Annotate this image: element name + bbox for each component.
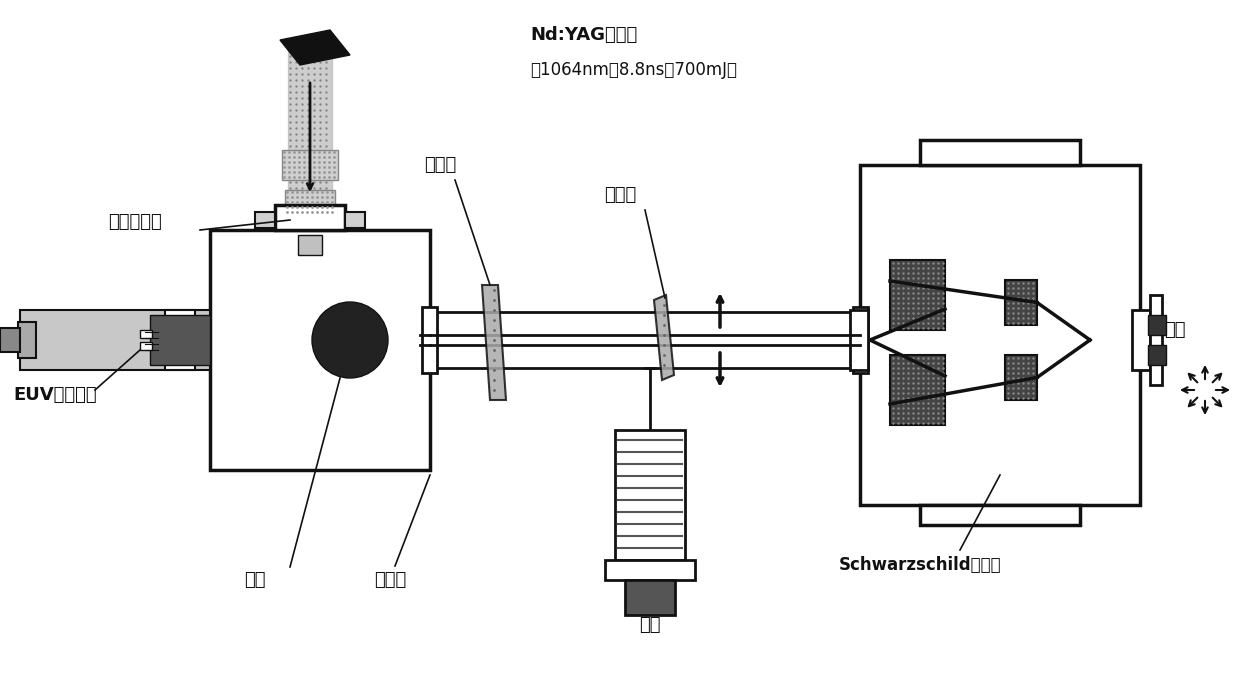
Bar xyxy=(920,505,1080,525)
Bar xyxy=(20,310,210,370)
Bar xyxy=(1004,355,1037,400)
Bar xyxy=(625,580,675,615)
Bar xyxy=(165,310,195,370)
Bar xyxy=(140,330,153,338)
Text: Nd:YAG激光器: Nd:YAG激光器 xyxy=(529,26,637,44)
Text: 平面镜: 平面镜 xyxy=(374,571,407,589)
Bar xyxy=(281,150,339,180)
Bar xyxy=(19,322,36,358)
Bar xyxy=(255,212,275,228)
Bar xyxy=(853,307,868,373)
Bar xyxy=(1148,345,1166,365)
Bar xyxy=(150,315,210,365)
Text: 平面镜: 平面镜 xyxy=(604,186,636,204)
Bar xyxy=(275,205,345,230)
Bar xyxy=(430,312,861,368)
Bar xyxy=(890,355,945,425)
Bar xyxy=(140,342,153,350)
Bar xyxy=(920,140,1080,165)
Bar xyxy=(849,310,868,370)
Text: EUV针孔相机: EUV针孔相机 xyxy=(14,386,97,404)
Bar xyxy=(605,560,694,580)
Bar xyxy=(422,307,436,373)
Bar xyxy=(1149,295,1162,385)
Polygon shape xyxy=(482,285,506,400)
Bar xyxy=(210,230,430,470)
Text: 金靶: 金靶 xyxy=(244,571,265,589)
Bar xyxy=(298,235,322,255)
Bar xyxy=(1132,310,1149,370)
Bar xyxy=(0,328,20,352)
Text: 样品: 样品 xyxy=(1164,321,1185,339)
Bar xyxy=(1148,315,1166,335)
Text: 碎屑阻挡器: 碎屑阻挡器 xyxy=(108,213,162,231)
Bar xyxy=(615,430,684,560)
Text: （1064nm，8.8ns，700mJ）: （1064nm，8.8ns，700mJ） xyxy=(529,61,737,79)
Bar xyxy=(890,260,945,330)
Polygon shape xyxy=(653,295,675,380)
Bar xyxy=(861,165,1140,505)
Polygon shape xyxy=(280,30,350,65)
Text: 滤波片: 滤波片 xyxy=(424,156,456,174)
Circle shape xyxy=(312,302,388,378)
Bar xyxy=(1004,280,1037,325)
Text: 相机: 相机 xyxy=(640,616,661,634)
Text: Schwarzschild反射镜: Schwarzschild反射镜 xyxy=(838,556,1002,574)
Bar xyxy=(345,212,365,228)
Bar xyxy=(285,190,335,215)
